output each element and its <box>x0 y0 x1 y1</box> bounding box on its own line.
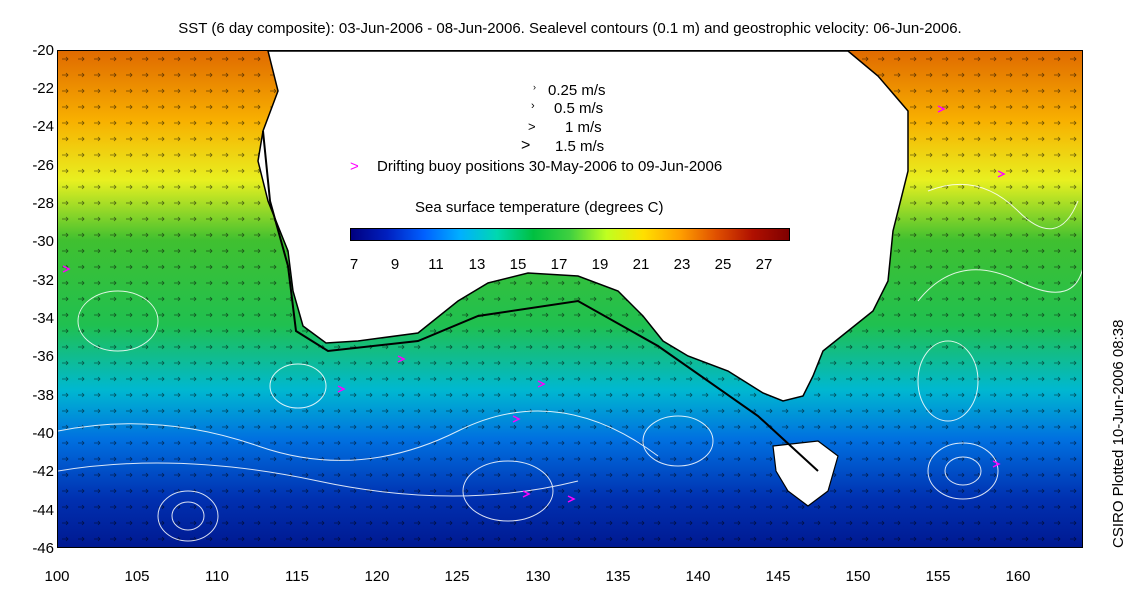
sst-map-graphic <box>58 51 1082 547</box>
y-tick-label: -26 <box>32 157 54 174</box>
y-tick-label: -36 <box>32 348 54 365</box>
y-tick-label: -46 <box>32 540 54 557</box>
colorbar-title: Sea surface temperature (degrees C) <box>415 199 664 216</box>
velocity-scale-label: 0.5 m/s <box>554 100 604 117</box>
tasmania <box>772 440 839 507</box>
colorbar-tick-label: 17 <box>550 256 568 273</box>
colorbar-tick-label: 19 <box>591 256 609 273</box>
y-tick-label: -22 <box>32 80 54 97</box>
velocity-arrow-icon: > <box>528 119 536 134</box>
colorbar-tick-label: 21 <box>632 256 650 273</box>
velocity-arrow-icon: › <box>533 82 536 92</box>
y-tick-label: -42 <box>32 463 54 480</box>
x-tick-label: 100 <box>44 568 70 585</box>
y-tick-label: -40 <box>32 425 54 442</box>
y-tick-label: -34 <box>32 310 54 327</box>
x-tick-label: 145 <box>765 568 791 585</box>
x-tick-label: 115 <box>285 568 309 585</box>
velocity-scale-label: 0.25 m/s <box>548 82 606 99</box>
x-tick-label: 155 <box>925 568 951 585</box>
y-tick-label: -30 <box>32 233 54 250</box>
colorbar-tick-label: 15 <box>509 256 527 273</box>
colorbar-tick-label: 27 <box>755 256 773 273</box>
buoy-marker-icon: > <box>350 158 359 175</box>
y-tick-label: -28 <box>32 195 54 212</box>
x-tick-label: 140 <box>685 568 711 585</box>
x-tick-label: 105 <box>124 568 150 585</box>
velocity-scale-label: 1 m/s <box>565 119 602 136</box>
colorbar-tick-label: 25 <box>714 256 732 273</box>
x-tick-label: 150 <box>845 568 871 585</box>
colorbar-tick-label: 11 <box>428 256 444 273</box>
velocity-arrow-icon: › <box>531 100 535 112</box>
y-tick-label: -32 <box>32 272 54 289</box>
sst-map <box>57 50 1083 548</box>
velocity-scale-label: 1.5 m/s <box>555 138 605 155</box>
x-tick-label: 125 <box>444 568 470 585</box>
x-tick-label: 120 <box>364 568 390 585</box>
sst-colorbar <box>350 228 790 241</box>
x-tick-label: 130 <box>525 568 551 585</box>
credit-label: CSIRO Plotted 10-Jun-2006 08:38 <box>1110 319 1127 548</box>
y-tick-label: -38 <box>32 387 54 404</box>
map-title: SST (6 day composite): 03-Jun-2006 - 08-… <box>178 20 962 37</box>
colorbar-tick-label: 9 <box>390 256 400 273</box>
colorbar-tick-label: 13 <box>468 256 486 273</box>
x-tick-label: 110 <box>205 568 229 585</box>
colorbar-tick-label: 7 <box>349 256 359 273</box>
y-tick-label: -20 <box>32 42 54 59</box>
australia-landmass <box>257 51 909 402</box>
y-tick-label: -44 <box>32 502 54 519</box>
y-tick-label: -24 <box>32 118 54 135</box>
x-tick-label: 135 <box>605 568 631 585</box>
buoy-legend-label: Drifting buoy positions 30-May-2006 to 0… <box>377 158 723 175</box>
colorbar-tick-label: 23 <box>673 256 691 273</box>
x-tick-label: 160 <box>1005 568 1031 585</box>
velocity-arrow-icon: > <box>521 137 531 154</box>
